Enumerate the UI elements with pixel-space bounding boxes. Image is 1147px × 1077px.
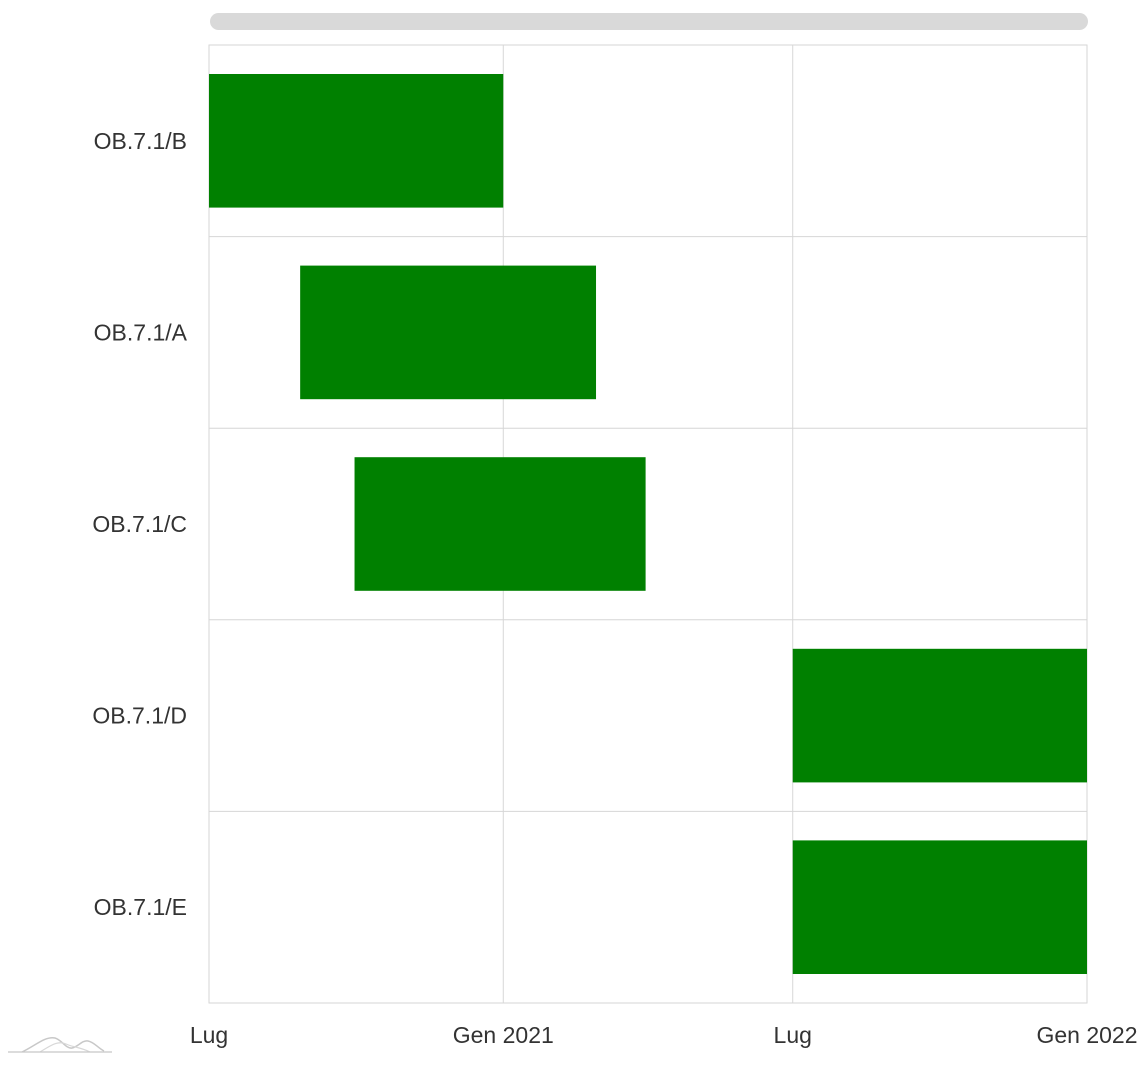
y-category-label: OB.7.1/C bbox=[92, 511, 187, 537]
gantt-bar[interactable] bbox=[300, 265, 597, 400]
gantt-bar[interactable] bbox=[209, 74, 504, 208]
y-category-label: OB.7.1/B bbox=[94, 128, 187, 154]
x-tick-label: Gen 2021 bbox=[453, 1022, 554, 1048]
x-tick-label: Gen 2022 bbox=[1036, 1022, 1137, 1048]
y-category-label: OB.7.1/D bbox=[92, 703, 187, 729]
bar-layer bbox=[209, 74, 1087, 974]
chart-logo-icon bbox=[8, 1037, 112, 1053]
horizontal-scrollbar[interactable] bbox=[210, 13, 1088, 30]
gantt-bar[interactable] bbox=[792, 840, 1087, 974]
gantt-bar[interactable] bbox=[354, 457, 646, 591]
label-layer: Lug Gen 2021 Lug Gen 2022 OB.7.1/B OB.7.1/A OB… bbox=[92, 128, 1137, 1048]
x-tick-label: Lug bbox=[774, 1022, 812, 1048]
y-category-label: OB.7.1/E bbox=[94, 894, 187, 920]
x-tick-label: Lug bbox=[190, 1022, 228, 1048]
gantt-bar[interactable] bbox=[792, 648, 1087, 783]
y-category-label: OB.7.1/A bbox=[94, 319, 188, 345]
